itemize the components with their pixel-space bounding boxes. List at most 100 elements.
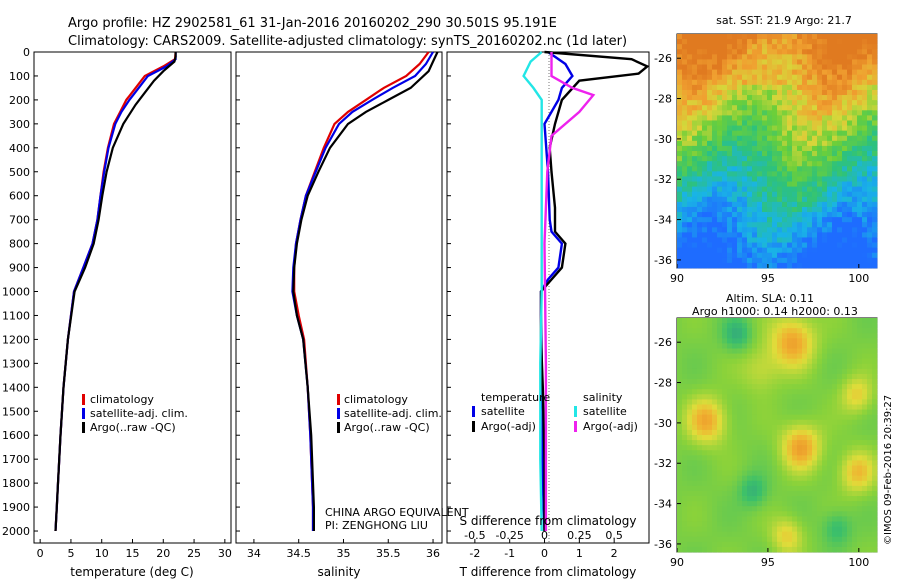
map-cell	[702, 140, 708, 147]
map-cell	[737, 89, 743, 96]
map-cell	[727, 212, 733, 218]
map-cell	[852, 394, 858, 400]
temperature-xlabel: temperature (deg C)	[70, 565, 193, 579]
map-cell	[682, 95, 688, 101]
map-cell	[862, 115, 868, 121]
map-cell	[862, 59, 868, 65]
map-cell	[727, 429, 733, 436]
depth-tick-label: 1200	[2, 333, 30, 346]
map-cell	[717, 191, 723, 198]
map-cell	[837, 54, 843, 60]
t-difference-tick-label: -2	[469, 547, 480, 560]
map-cell	[862, 343, 868, 349]
map-cell	[692, 541, 698, 548]
map-cell	[682, 373, 688, 380]
map-cell	[697, 217, 703, 223]
map-cell	[717, 394, 723, 400]
map-cell	[742, 171, 748, 177]
map-cell	[697, 135, 703, 142]
map-cell	[807, 368, 813, 375]
map-cell	[862, 541, 868, 548]
map-cell	[727, 151, 733, 157]
map-cell	[692, 445, 698, 451]
map-cell	[797, 176, 803, 182]
map-cell	[677, 74, 683, 81]
map-cell	[677, 455, 683, 461]
map-cell	[867, 399, 873, 405]
map-cell	[677, 69, 683, 76]
map-cell	[782, 389, 788, 395]
map-cell	[722, 521, 728, 527]
map-cell	[852, 455, 858, 461]
map-cell	[872, 105, 878, 111]
map-cell	[832, 353, 838, 360]
map-cell	[822, 242, 828, 249]
map-cell	[797, 480, 803, 487]
map-cell	[787, 69, 793, 76]
map-cell	[692, 105, 698, 111]
map-cell	[832, 100, 838, 106]
map-cell	[832, 201, 838, 208]
map-cell	[687, 206, 693, 213]
map-cell	[772, 490, 778, 497]
map-cell	[737, 156, 743, 162]
map-cell	[717, 338, 723, 344]
map-cell	[817, 84, 823, 91]
map-cell	[697, 166, 703, 172]
map-cell	[702, 115, 708, 121]
map-cell	[782, 237, 788, 243]
map-cell	[707, 89, 713, 96]
map-cell	[807, 389, 813, 395]
map-cell	[747, 465, 753, 472]
map-cell	[837, 465, 843, 472]
map-cell	[817, 526, 823, 533]
map-cell	[757, 323, 763, 329]
map-cell	[732, 435, 738, 441]
map-cell	[792, 196, 798, 203]
map-cell	[692, 318, 698, 324]
map-cell	[832, 511, 838, 517]
map-cell	[707, 39, 713, 45]
map-cell	[697, 145, 703, 152]
map-cell	[842, 201, 848, 208]
map-cell	[812, 465, 818, 472]
map-cell	[837, 105, 843, 111]
map-cell	[872, 358, 878, 365]
map-cell	[827, 470, 833, 477]
map-cell	[822, 140, 828, 147]
map-cell	[762, 440, 768, 446]
map-cell	[777, 501, 783, 507]
map-cell	[732, 465, 738, 472]
map-cell	[837, 79, 843, 86]
map-cell	[852, 166, 858, 172]
map-cell	[817, 389, 823, 395]
map-cell	[792, 181, 798, 188]
map-cell	[872, 470, 878, 477]
map-cell	[862, 135, 868, 142]
map-cell	[732, 151, 738, 157]
map-cell	[677, 526, 683, 533]
map-cell	[797, 353, 803, 360]
map-cell	[817, 455, 823, 461]
argo-program-note: CHINA ARGO EQUIVALENT	[325, 506, 469, 519]
map-cell	[842, 343, 848, 349]
latitude-tick-label: -32	[654, 173, 672, 186]
map-cell	[712, 404, 718, 410]
map-cell	[777, 130, 783, 137]
map-cell	[722, 115, 728, 121]
map-cell	[677, 445, 683, 451]
map-cell	[782, 125, 788, 132]
map-cell	[717, 379, 723, 385]
map-cell	[752, 323, 758, 329]
map-cell	[827, 358, 833, 365]
map-cell	[772, 414, 778, 421]
map-cell	[682, 140, 688, 147]
map-cell	[697, 414, 703, 421]
map-cell	[817, 156, 823, 162]
map-cell	[702, 379, 708, 385]
map-cell	[687, 151, 693, 157]
map-cell	[872, 84, 878, 91]
map-cell	[692, 338, 698, 344]
map-cell	[727, 450, 733, 456]
map-cell	[817, 343, 823, 349]
